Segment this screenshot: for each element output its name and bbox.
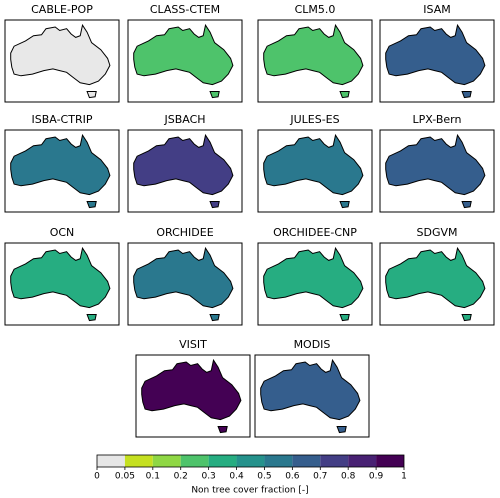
map-island xyxy=(209,91,220,99)
panel-title: LPX-Bern xyxy=(413,113,462,126)
map-land xyxy=(263,133,364,196)
map-island xyxy=(86,314,97,322)
colorbar-segment xyxy=(320,455,349,467)
panel-title: CLM5.0 xyxy=(295,3,336,16)
map-island xyxy=(86,91,97,99)
map-land xyxy=(385,246,486,309)
map-land xyxy=(10,133,111,196)
panel-title: MODIS xyxy=(294,338,331,351)
map-land xyxy=(133,246,234,309)
panel-title: SDGVM xyxy=(417,226,458,239)
colorbar-segment xyxy=(180,455,209,467)
panel-title: ORCHIDEE xyxy=(156,226,213,239)
colorbar-tick-label: 0.1 xyxy=(146,472,160,482)
colorbar-segment xyxy=(124,455,153,467)
colorbar-tick-label: 0.2 xyxy=(174,472,188,482)
map-land xyxy=(385,133,486,196)
panel-title: JULES-ES xyxy=(289,113,339,126)
colorbar-tick-label: 0.05 xyxy=(115,472,135,482)
colorbar-segment xyxy=(348,455,377,467)
panel-title: CLASS-CTEM xyxy=(150,3,220,16)
map-island xyxy=(339,314,350,322)
colorbar-tick-label: 1 xyxy=(401,472,407,482)
panel-title: ORCHIDEE-CNP xyxy=(273,226,357,239)
map-island xyxy=(461,314,472,322)
colorbar-tick-label: 0.6 xyxy=(285,472,300,482)
map-land xyxy=(141,358,242,421)
colorbar-segment xyxy=(152,455,181,467)
panel-title: JSBACH xyxy=(163,113,205,126)
map-land xyxy=(263,23,364,86)
map-island xyxy=(339,201,350,209)
map-island xyxy=(217,426,228,434)
map-land xyxy=(260,358,361,421)
colorbar-tick-label: 0.9 xyxy=(369,472,384,482)
colorbar-segment xyxy=(208,455,237,467)
colorbar-tick-label: 0.8 xyxy=(341,472,356,482)
map-island xyxy=(461,201,472,209)
map-island xyxy=(336,426,347,434)
colorbar-tick-label: 0.4 xyxy=(229,472,244,482)
panel-title: VISIT xyxy=(179,338,207,351)
colorbar-tick-label: 0.3 xyxy=(201,472,215,482)
colorbar-tick-label: 0 xyxy=(94,472,100,482)
panel-title: OCN xyxy=(50,226,75,239)
panel-title: ISBA-CTRIP xyxy=(32,113,93,126)
colorbar-segment xyxy=(264,455,293,467)
map-land xyxy=(133,133,234,196)
map-land xyxy=(263,246,364,309)
map-island xyxy=(209,201,220,209)
map-land xyxy=(10,246,111,309)
colorbar-tick-label: 0.5 xyxy=(257,472,271,482)
map-island xyxy=(86,201,97,209)
map-island xyxy=(461,91,472,99)
colorbar-label: Non tree cover fraction [-] xyxy=(191,486,308,496)
map-land xyxy=(133,23,234,86)
panel-title: ISAM xyxy=(423,3,450,16)
map-land xyxy=(10,23,111,86)
colorbar-frame xyxy=(96,454,405,468)
colorbar-segment xyxy=(236,455,265,467)
colorbar-segment xyxy=(97,455,125,467)
colorbar-segment xyxy=(292,455,321,467)
colorbar-segment xyxy=(376,455,404,467)
map-island xyxy=(209,314,220,322)
map-land xyxy=(385,23,486,86)
map-island xyxy=(339,91,350,99)
colorbar-tick-label: 0.7 xyxy=(313,472,327,482)
panel-title: CABLE-POP xyxy=(31,3,93,16)
